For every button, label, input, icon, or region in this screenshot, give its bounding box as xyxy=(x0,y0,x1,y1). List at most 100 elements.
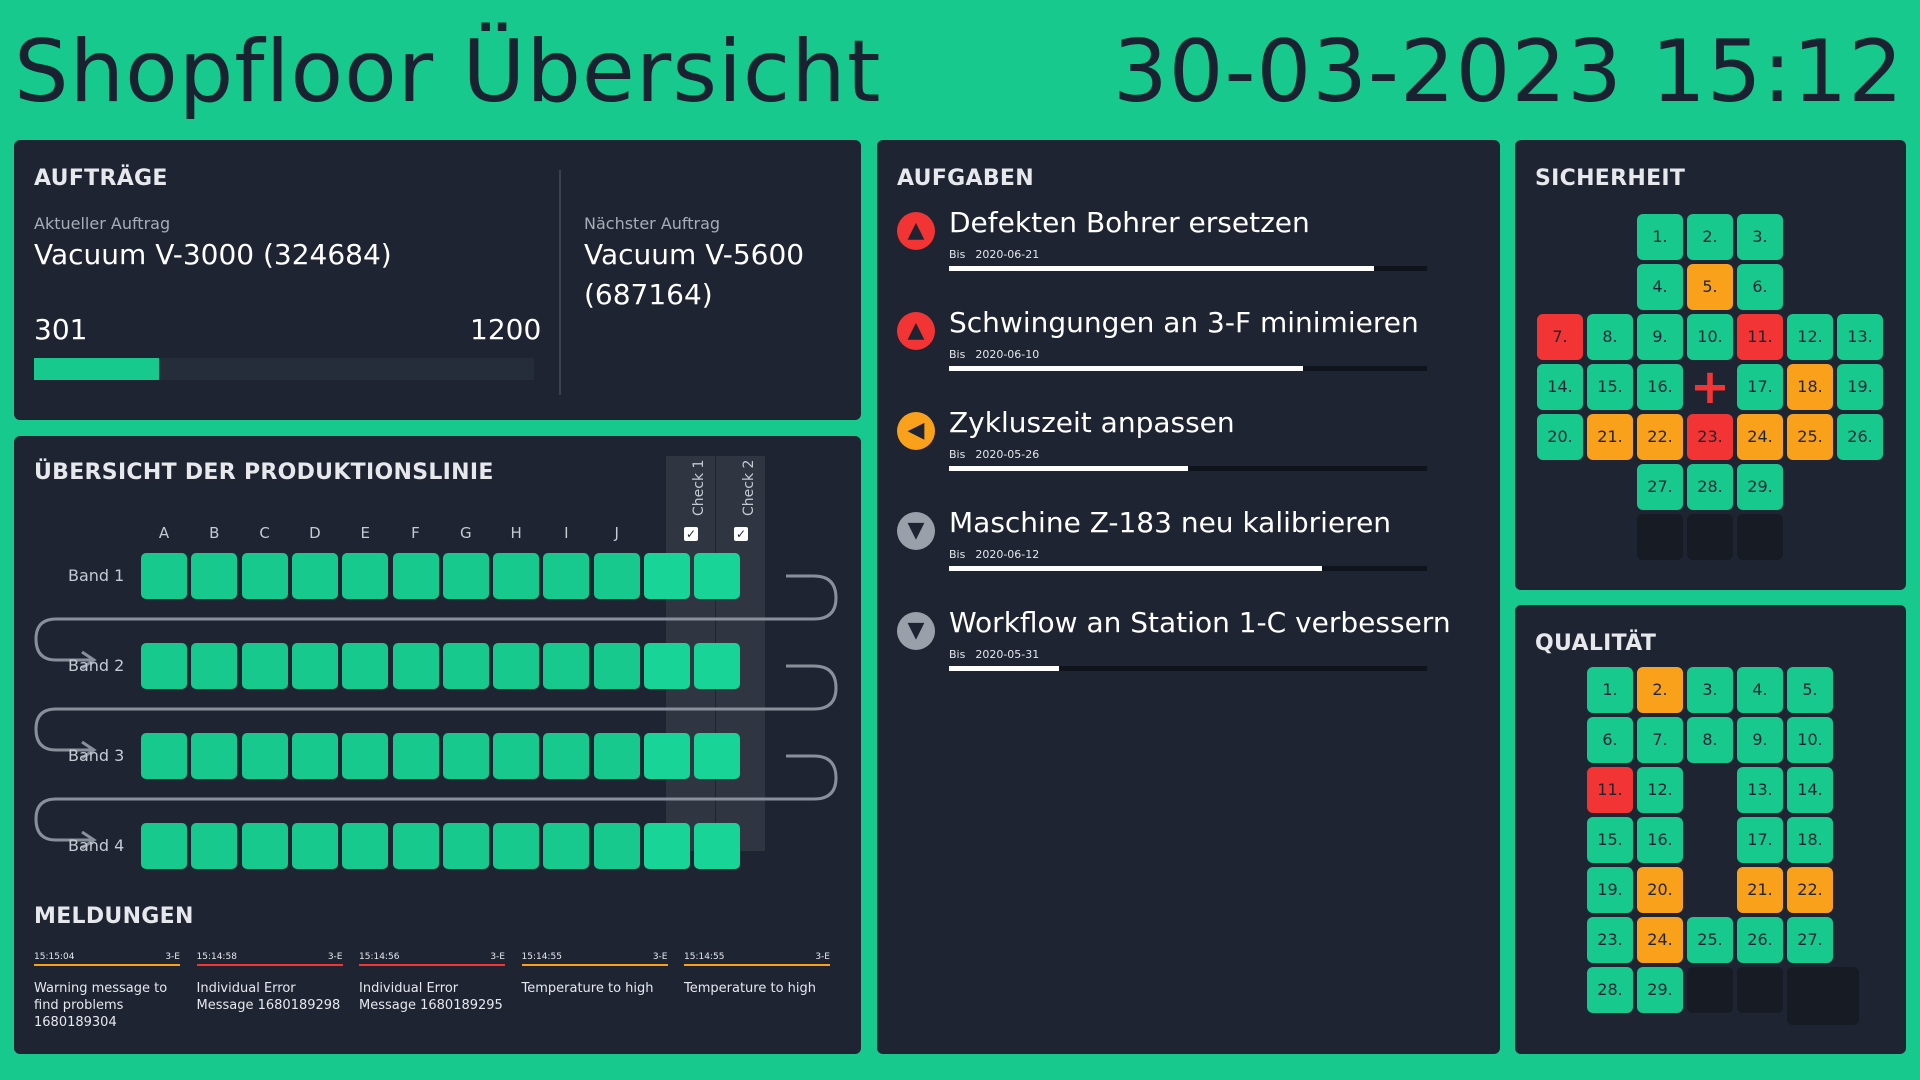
sicherheit-status-tile[interactable]: 15. xyxy=(1587,364,1633,410)
band-station-cell[interactable] xyxy=(644,553,690,599)
qualitaet-status-tile[interactable]: 18. xyxy=(1787,817,1833,863)
sicherheit-status-tile[interactable]: 6. xyxy=(1737,264,1783,310)
qualitaet-status-tile[interactable]: 28. xyxy=(1587,967,1633,1013)
band-station-cell[interactable] xyxy=(191,643,238,689)
message-item[interactable]: 15:15:04 3-E Warning message to find probl… xyxy=(34,952,180,1031)
sicherheit-status-tile[interactable]: 16. xyxy=(1637,364,1683,410)
band-station-cell[interactable] xyxy=(191,823,238,869)
qualitaet-status-tile[interactable]: 13. xyxy=(1737,767,1783,813)
band-station-cell[interactable] xyxy=(141,823,187,869)
band-station-cell[interactable] xyxy=(392,643,439,689)
sicherheit-status-tile[interactable]: 2. xyxy=(1687,214,1733,260)
sicherheit-status-tile[interactable]: 26. xyxy=(1837,414,1883,460)
qualitaet-status-tile[interactable]: 14. xyxy=(1787,767,1833,813)
qualitaet-status-tile[interactable]: 25. xyxy=(1687,917,1733,963)
check-2-checkbox[interactable]: ✓ xyxy=(734,527,748,541)
message-item[interactable]: 15:14:56 3-E Individual Error Message 1680… xyxy=(359,952,505,1014)
band-station-cell[interactable] xyxy=(644,823,690,869)
sicherheit-status-tile[interactable]: 4. xyxy=(1637,264,1683,310)
qualitaet-status-tile[interactable]: 9. xyxy=(1737,717,1783,763)
qualitaet-status-tile[interactable]: 17. xyxy=(1737,817,1783,863)
qualitaet-status-tile[interactable]: 21. xyxy=(1737,867,1783,913)
band-station-cell[interactable] xyxy=(141,553,187,599)
sicherheit-status-tile[interactable]: 9. xyxy=(1637,314,1683,360)
qualitaet-status-tile[interactable]: 7. xyxy=(1637,717,1683,763)
qualitaet-status-tile[interactable]: 27. xyxy=(1787,917,1833,963)
qualitaet-status-tile[interactable]: 5. xyxy=(1787,667,1833,713)
qualitaet-status-tile[interactable]: 22. xyxy=(1787,867,1833,913)
sicherheit-status-tile[interactable]: 22. xyxy=(1637,414,1683,460)
band-station-cell[interactable] xyxy=(342,733,389,779)
band-station-cell[interactable] xyxy=(543,643,590,689)
band-station-cell[interactable] xyxy=(442,553,489,599)
sicherheit-status-tile[interactable]: 7. xyxy=(1537,314,1583,360)
sicherheit-status-tile[interactable]: 14. xyxy=(1537,364,1583,410)
band-station-cell[interactable] xyxy=(543,823,590,869)
message-item[interactable]: 15:14:55 3-E Temperature to high xyxy=(521,952,668,997)
sicherheit-status-tile[interactable]: 5. xyxy=(1687,264,1733,310)
band-station-cell[interactable] xyxy=(694,733,741,779)
sicherheit-status-tile[interactable] xyxy=(1687,514,1733,560)
band-station-cell[interactable] xyxy=(644,733,690,779)
sicherheit-status-tile[interactable]: 8. xyxy=(1587,314,1633,360)
sicherheit-status-tile[interactable]: 29. xyxy=(1737,464,1783,510)
qualitaet-status-tile[interactable]: 20. xyxy=(1637,867,1683,913)
qualitaet-status-tile[interactable] xyxy=(1737,967,1783,1013)
sicherheit-status-tile[interactable]: 10. xyxy=(1687,314,1733,360)
sicherheit-status-tile[interactable]: 12. xyxy=(1787,314,1833,360)
band-station-cell[interactable] xyxy=(493,733,540,779)
band-station-cell[interactable] xyxy=(191,553,238,599)
band-station-cell[interactable] xyxy=(543,553,590,599)
sicherheit-status-tile[interactable]: 1. xyxy=(1637,214,1683,260)
sicherheit-status-tile[interactable]: 25. xyxy=(1787,414,1833,460)
sicherheit-status-tile[interactable] xyxy=(1737,514,1783,560)
band-station-cell[interactable] xyxy=(141,733,187,779)
sicherheit-status-tile[interactable]: 17. xyxy=(1737,364,1783,410)
band-station-cell[interactable] xyxy=(342,643,389,689)
qualitaet-status-tile[interactable]: 12. xyxy=(1637,767,1683,813)
band-station-cell[interactable] xyxy=(291,553,338,599)
sicherheit-status-tile[interactable] xyxy=(1637,514,1683,560)
qualitaet-status-tile[interactable]: 23. xyxy=(1587,917,1633,963)
band-station-cell[interactable] xyxy=(291,733,338,779)
task-item[interactable]: ▼ Workflow an Station 1-C verbessern Bis 20… xyxy=(897,606,1457,676)
band-station-cell[interactable] xyxy=(493,643,540,689)
band-station-cell[interactable] xyxy=(442,733,489,779)
band-station-cell[interactable] xyxy=(241,823,288,869)
band-station-cell[interactable] xyxy=(593,643,640,689)
sicherheit-status-tile[interactable]: 19. xyxy=(1837,364,1883,410)
band-station-cell[interactable] xyxy=(694,643,741,689)
band-station-cell[interactable] xyxy=(241,733,288,779)
band-station-cell[interactable] xyxy=(694,823,741,869)
qualitaet-status-tile[interactable]: 26. xyxy=(1737,917,1783,963)
sicherheit-status-tile[interactable]: 24. xyxy=(1737,414,1783,460)
band-station-cell[interactable] xyxy=(593,733,640,779)
band-station-cell[interactable] xyxy=(392,823,439,869)
sicherheit-status-tile[interactable]: 3. xyxy=(1737,214,1783,260)
sicherheit-status-tile[interactable]: 23. xyxy=(1687,414,1733,460)
sicherheit-status-tile[interactable]: 21. xyxy=(1587,414,1633,460)
qualitaet-status-tile[interactable] xyxy=(1687,967,1733,1013)
qualitaet-status-tile[interactable]: 1. xyxy=(1587,667,1633,713)
band-station-cell[interactable] xyxy=(291,643,338,689)
sicherheit-status-tile[interactable]: 13. xyxy=(1837,314,1883,360)
band-station-cell[interactable] xyxy=(241,643,288,689)
task-item[interactable]: ▼ Maschine Z-183 neu kalibrieren Bis 2020-0… xyxy=(897,506,1457,576)
qualitaet-status-tile[interactable]: 11. xyxy=(1587,767,1633,813)
band-station-cell[interactable] xyxy=(291,823,338,869)
band-station-cell[interactable] xyxy=(493,823,540,869)
band-station-cell[interactable] xyxy=(442,823,489,869)
qualitaet-status-tile[interactable] xyxy=(1787,967,1859,1025)
band-station-cell[interactable] xyxy=(392,733,439,779)
band-station-cell[interactable] xyxy=(191,733,238,779)
band-station-cell[interactable] xyxy=(644,643,690,689)
qualitaet-status-tile[interactable]: 8. xyxy=(1687,717,1733,763)
qualitaet-status-tile[interactable]: 19. xyxy=(1587,867,1633,913)
band-station-cell[interactable] xyxy=(141,643,187,689)
band-station-cell[interactable] xyxy=(442,643,489,689)
message-item[interactable]: 15:14:58 3-E Individual Error Message 1680… xyxy=(196,952,343,1014)
qualitaet-status-tile[interactable]: 3. xyxy=(1687,667,1733,713)
task-item[interactable]: ▲ Schwingungen an 3-F minimieren Bis 2020-0… xyxy=(897,306,1457,376)
band-station-cell[interactable] xyxy=(342,553,389,599)
band-station-cell[interactable] xyxy=(342,823,389,869)
